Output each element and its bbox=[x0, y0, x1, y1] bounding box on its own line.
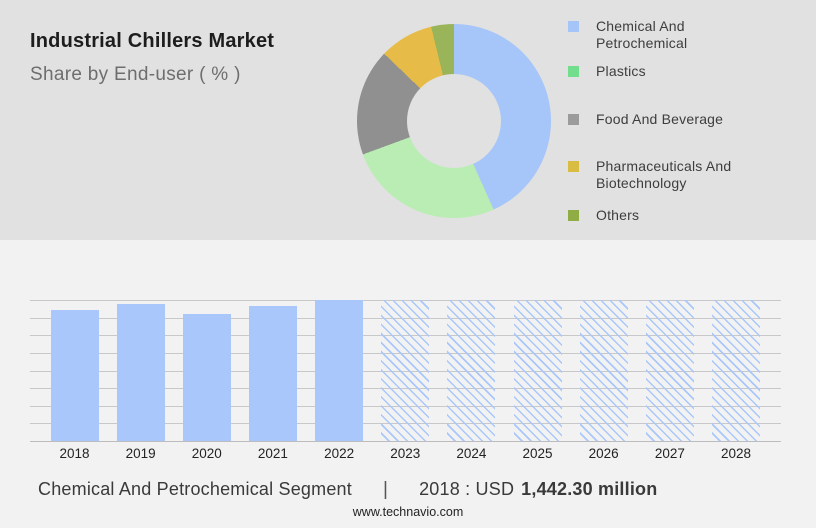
x-axis-line bbox=[30, 441, 781, 442]
bar-chart-plot-area bbox=[30, 300, 781, 442]
forecast-bar-2025 bbox=[513, 300, 562, 441]
legend-swatch bbox=[568, 114, 579, 125]
x-axis-label-2018: 2018 bbox=[59, 446, 90, 461]
x-axis-label-2021: 2021 bbox=[257, 446, 288, 461]
footer-separator: | bbox=[382, 479, 389, 500]
forecast-bar-2028 bbox=[712, 300, 760, 441]
donut-hole bbox=[407, 74, 501, 168]
donut-chart bbox=[357, 24, 551, 218]
legend-label: Food And Beverage bbox=[596, 111, 724, 127]
legend-label: Others bbox=[596, 207, 640, 223]
legend-item: Others bbox=[568, 207, 768, 224]
forecast-bar-2026 bbox=[579, 300, 628, 441]
donut-legend: Chemical And Petrochemical Plastics Food A… bbox=[568, 0, 803, 240]
legend-label: Pharmaceuticals And Biotechnology bbox=[596, 158, 732, 191]
title-block: Industrial Chillers Market Share by End-… bbox=[30, 30, 274, 86]
bar-2022 bbox=[315, 300, 364, 441]
legend-item: Pharmaceuticals And Biotechnology bbox=[568, 158, 768, 191]
legend-swatch bbox=[568, 21, 579, 32]
page-subtitle: Share by End-user ( % ) bbox=[30, 64, 241, 85]
legend-label: Plastics bbox=[596, 63, 646, 79]
bar-2020 bbox=[182, 314, 231, 441]
x-axis-label-2027: 2027 bbox=[654, 446, 685, 461]
legend-swatch bbox=[568, 161, 579, 172]
bar-chart-x-axis-labels: 2018 2019 2020 2021 2022 2023 2024 2025 2026 2027… bbox=[30, 446, 781, 464]
forecast-bar-2027 bbox=[645, 300, 694, 441]
bar-2019 bbox=[116, 303, 165, 441]
footer-line: Chemical And Petrochemical Segment | 201… bbox=[38, 479, 657, 501]
legend-item: Plastics bbox=[568, 63, 768, 80]
legend-swatch bbox=[568, 210, 579, 221]
legend-item: Chemical And Petrochemical bbox=[568, 18, 768, 51]
legend-item: Food And Beverage bbox=[568, 111, 768, 128]
top-panel: Industrial Chillers Market Share by End-… bbox=[0, 0, 816, 240]
footer-value-prefix: 2018 : USD bbox=[419, 479, 515, 499]
segment-label: Chemical And Petrochemical Segment bbox=[38, 479, 352, 499]
legend-swatch bbox=[568, 66, 579, 77]
x-axis-label-2025: 2025 bbox=[522, 446, 553, 461]
x-axis-label-2022: 2022 bbox=[324, 446, 355, 461]
bar-2018 bbox=[50, 309, 99, 441]
x-axis-label-2020: 2020 bbox=[191, 446, 222, 461]
x-axis-label-2019: 2019 bbox=[125, 446, 156, 461]
x-axis-label-2028: 2028 bbox=[720, 446, 752, 461]
forecast-bar-2024 bbox=[447, 300, 496, 441]
x-axis-label-2026: 2026 bbox=[588, 446, 619, 461]
x-axis-label-2024: 2024 bbox=[456, 446, 487, 461]
footer-value: 1,442.30 million bbox=[521, 479, 658, 499]
page-title: Industrial Chillers Market bbox=[30, 30, 275, 52]
legend-label: Chemical And Petrochemical bbox=[596, 18, 688, 51]
x-axis-label-2023: 2023 bbox=[390, 446, 421, 461]
website-url: www.technavio.com bbox=[352, 505, 464, 519]
forecast-bar-2023 bbox=[381, 300, 430, 441]
bar-2021 bbox=[248, 305, 297, 441]
